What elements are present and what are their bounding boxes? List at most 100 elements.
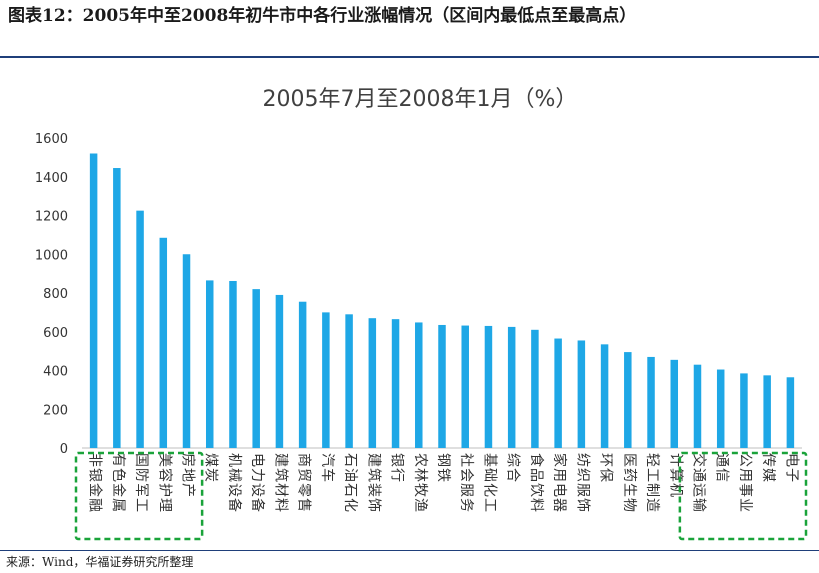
bottom-divider [0, 550, 819, 551]
svg-text:军: 军 [133, 483, 149, 497]
x-tick-label: 环保 [598, 453, 614, 482]
svg-text:通: 通 [690, 468, 706, 482]
svg-text:食: 食 [528, 453, 545, 467]
svg-text:设: 设 [249, 483, 265, 497]
svg-text:属: 属 [110, 498, 126, 512]
bar [182, 254, 191, 448]
svg-text:公: 公 [737, 453, 753, 467]
svg-text:织: 织 [574, 468, 590, 482]
bar [740, 373, 748, 448]
svg-text:金: 金 [87, 483, 103, 497]
svg-text:务: 务 [458, 498, 474, 512]
x-tick-label: 钢铁 [435, 453, 451, 482]
svg-text:子: 子 [783, 468, 799, 482]
svg-text:农: 农 [412, 453, 428, 467]
svg-text:基: 基 [481, 453, 498, 467]
svg-text:料: 料 [272, 498, 288, 512]
bar [136, 210, 144, 448]
bar [229, 280, 237, 448]
svg-text:渔: 渔 [412, 498, 428, 512]
svg-text:造: 造 [644, 498, 660, 512]
bar [322, 312, 330, 448]
x-tick-label: 煤炭 [203, 453, 219, 482]
svg-text:房: 房 [180, 453, 196, 467]
svg-text:础: 础 [481, 468, 497, 482]
svg-text:工: 工 [133, 498, 149, 512]
svg-text:媒: 媒 [760, 468, 776, 482]
bar [693, 364, 702, 448]
svg-text:油: 油 [342, 468, 358, 482]
svg-text:非: 非 [87, 453, 103, 467]
svg-text:制: 制 [644, 483, 660, 497]
bar [670, 359, 679, 448]
bar [205, 280, 214, 448]
bar [89, 153, 98, 448]
bar [298, 301, 307, 448]
svg-text:筑: 筑 [272, 468, 288, 482]
bar [159, 237, 168, 448]
svg-text:业: 业 [737, 498, 753, 512]
svg-text:医: 医 [621, 453, 637, 467]
bar [391, 319, 400, 448]
bar [577, 340, 586, 448]
svg-text:化: 化 [342, 498, 358, 512]
svg-text:装: 装 [365, 483, 381, 497]
svg-text:备: 备 [226, 498, 243, 512]
svg-text:煤: 煤 [203, 453, 219, 467]
svg-text:力: 力 [249, 468, 265, 482]
svg-text:产: 产 [180, 483, 196, 497]
bar [763, 375, 771, 448]
top-divider [0, 56, 819, 58]
svg-text:通: 通 [714, 453, 730, 467]
bar [624, 352, 632, 448]
svg-text:行: 行 [389, 468, 405, 482]
svg-text:保: 保 [598, 468, 614, 482]
svg-text:服: 服 [458, 483, 474, 497]
x-tick-label: 汽车 [319, 453, 336, 482]
svg-text:轻: 轻 [644, 453, 660, 467]
highlight-box-left-group [74, 451, 204, 541]
svg-text:交: 交 [690, 453, 707, 467]
x-tick-label: 房地产 [180, 453, 196, 497]
svg-text:贸: 贸 [296, 468, 312, 482]
x-tick-label: 通信 [714, 453, 730, 482]
svg-text:防: 防 [133, 468, 149, 482]
bar [275, 294, 284, 448]
svg-text:车: 车 [319, 468, 336, 482]
bar [438, 324, 446, 448]
bar [368, 318, 377, 448]
svg-text:用: 用 [551, 468, 567, 482]
svg-text:铁: 铁 [435, 468, 451, 482]
svg-text:化: 化 [481, 483, 497, 497]
svg-text:家: 家 [551, 453, 568, 467]
svg-text:运: 运 [690, 483, 706, 497]
bar [484, 325, 493, 448]
bar [786, 377, 795, 448]
svg-text:料: 料 [528, 498, 544, 512]
bar [461, 325, 469, 448]
svg-text:电: 电 [551, 483, 567, 497]
svg-text:械: 械 [226, 468, 242, 482]
svg-text:汽: 汽 [319, 453, 335, 467]
svg-text:工: 工 [644, 468, 660, 482]
svg-text:备: 备 [249, 498, 266, 512]
highlight-boxes [74, 451, 808, 541]
svg-text:筑: 筑 [365, 468, 381, 482]
y-tick-label: 1600 [35, 132, 68, 147]
svg-text:电: 电 [249, 453, 265, 467]
svg-text:设: 设 [226, 483, 242, 497]
y-tick-label: 200 [43, 403, 68, 418]
y-axis: 0 200 400 600 800 1000 1200 1400 1600 [35, 132, 802, 457]
svg-text:地: 地 [180, 468, 196, 482]
y-tick-label: 1200 [35, 210, 68, 225]
svg-text:建: 建 [272, 453, 288, 467]
